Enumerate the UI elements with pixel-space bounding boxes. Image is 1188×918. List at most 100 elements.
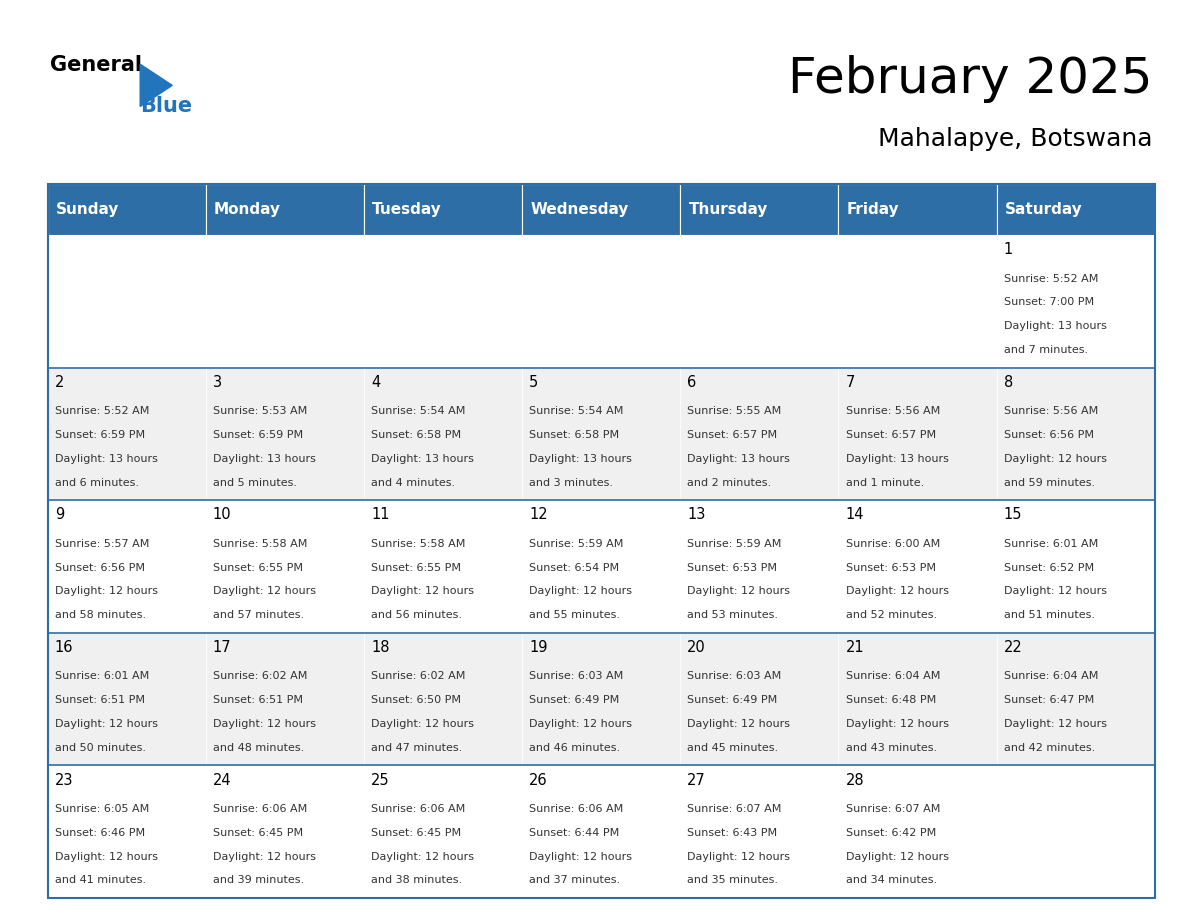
- Text: 12: 12: [529, 508, 548, 522]
- Text: Sunrise: 6:07 AM: Sunrise: 6:07 AM: [846, 804, 940, 813]
- Text: Sunset: 6:43 PM: Sunset: 6:43 PM: [688, 828, 777, 837]
- FancyBboxPatch shape: [997, 766, 1155, 898]
- Text: 19: 19: [529, 640, 548, 655]
- Text: 10: 10: [213, 508, 232, 522]
- FancyBboxPatch shape: [48, 184, 206, 235]
- FancyBboxPatch shape: [206, 235, 364, 367]
- Text: Sunrise: 5:57 AM: Sunrise: 5:57 AM: [55, 539, 148, 549]
- Text: Daylight: 12 hours: Daylight: 12 hours: [371, 852, 474, 861]
- Text: 8: 8: [1004, 375, 1013, 390]
- Text: 22: 22: [1004, 640, 1023, 655]
- Text: Sunrise: 5:54 AM: Sunrise: 5:54 AM: [371, 406, 466, 416]
- Text: Sunset: 6:56 PM: Sunset: 6:56 PM: [55, 563, 145, 573]
- Text: Sunset: 6:48 PM: Sunset: 6:48 PM: [846, 695, 936, 705]
- FancyBboxPatch shape: [364, 184, 522, 235]
- FancyBboxPatch shape: [206, 367, 364, 500]
- Text: and 43 minutes.: and 43 minutes.: [846, 743, 936, 753]
- Text: and 57 minutes.: and 57 minutes.: [213, 610, 304, 621]
- FancyBboxPatch shape: [364, 367, 522, 500]
- FancyBboxPatch shape: [997, 500, 1155, 633]
- Text: Friday: Friday: [847, 202, 899, 217]
- Text: Daylight: 12 hours: Daylight: 12 hours: [529, 719, 632, 729]
- Text: Sunrise: 5:52 AM: Sunrise: 5:52 AM: [55, 406, 148, 416]
- Text: Sunset: 6:50 PM: Sunset: 6:50 PM: [371, 695, 461, 705]
- FancyBboxPatch shape: [48, 500, 206, 633]
- Text: Sunrise: 5:52 AM: Sunrise: 5:52 AM: [1004, 274, 1098, 284]
- Text: Daylight: 12 hours: Daylight: 12 hours: [1004, 453, 1107, 464]
- Text: Sunrise: 5:58 AM: Sunrise: 5:58 AM: [371, 539, 466, 549]
- FancyBboxPatch shape: [522, 235, 681, 367]
- FancyBboxPatch shape: [997, 367, 1155, 500]
- Text: Sunset: 6:53 PM: Sunset: 6:53 PM: [846, 563, 935, 573]
- Text: Daylight: 12 hours: Daylight: 12 hours: [846, 587, 948, 597]
- Text: Sunrise: 5:54 AM: Sunrise: 5:54 AM: [529, 406, 624, 416]
- Text: Sunset: 6:54 PM: Sunset: 6:54 PM: [529, 563, 619, 573]
- FancyBboxPatch shape: [522, 184, 681, 235]
- Text: and 48 minutes.: and 48 minutes.: [213, 743, 304, 753]
- FancyBboxPatch shape: [206, 766, 364, 898]
- Text: 4: 4: [371, 375, 380, 390]
- Text: Sunset: 6:49 PM: Sunset: 6:49 PM: [688, 695, 778, 705]
- Text: and 37 minutes.: and 37 minutes.: [529, 876, 620, 885]
- Text: Sunrise: 6:01 AM: Sunrise: 6:01 AM: [1004, 539, 1098, 549]
- Text: 13: 13: [688, 508, 706, 522]
- Text: Sunrise: 5:56 AM: Sunrise: 5:56 AM: [1004, 406, 1098, 416]
- Text: Sunset: 6:45 PM: Sunset: 6:45 PM: [213, 828, 303, 837]
- FancyBboxPatch shape: [364, 500, 522, 633]
- Text: Sunrise: 6:02 AM: Sunrise: 6:02 AM: [371, 671, 466, 681]
- Text: 17: 17: [213, 640, 232, 655]
- FancyBboxPatch shape: [997, 184, 1155, 235]
- Text: Sunset: 6:59 PM: Sunset: 6:59 PM: [213, 430, 303, 440]
- Text: Sunset: 6:49 PM: Sunset: 6:49 PM: [529, 695, 619, 705]
- Text: 14: 14: [846, 508, 864, 522]
- FancyBboxPatch shape: [522, 766, 681, 898]
- Text: and 7 minutes.: and 7 minutes.: [1004, 345, 1088, 355]
- Text: and 45 minutes.: and 45 minutes.: [688, 743, 778, 753]
- Text: 16: 16: [55, 640, 74, 655]
- Text: Sunset: 6:57 PM: Sunset: 6:57 PM: [846, 430, 936, 440]
- FancyBboxPatch shape: [206, 500, 364, 633]
- Text: Sunset: 6:45 PM: Sunset: 6:45 PM: [371, 828, 461, 837]
- Text: Daylight: 12 hours: Daylight: 12 hours: [846, 719, 948, 729]
- FancyBboxPatch shape: [839, 766, 997, 898]
- Text: 7: 7: [846, 375, 855, 390]
- Text: Daylight: 12 hours: Daylight: 12 hours: [688, 719, 790, 729]
- Text: 1: 1: [1004, 242, 1013, 257]
- Text: Sunset: 6:58 PM: Sunset: 6:58 PM: [529, 430, 619, 440]
- Text: Sunrise: 5:56 AM: Sunrise: 5:56 AM: [846, 406, 940, 416]
- Text: 21: 21: [846, 640, 864, 655]
- Text: Sunset: 6:46 PM: Sunset: 6:46 PM: [55, 828, 145, 837]
- Text: and 34 minutes.: and 34 minutes.: [846, 876, 936, 885]
- Text: Sunset: 7:00 PM: Sunset: 7:00 PM: [1004, 297, 1094, 308]
- Text: 9: 9: [55, 508, 64, 522]
- Text: 18: 18: [371, 640, 390, 655]
- Text: Sunset: 6:44 PM: Sunset: 6:44 PM: [529, 828, 619, 837]
- FancyBboxPatch shape: [839, 500, 997, 633]
- Text: 2: 2: [55, 375, 64, 390]
- Text: 20: 20: [688, 640, 706, 655]
- Text: Thursday: Thursday: [689, 202, 767, 217]
- Text: Daylight: 12 hours: Daylight: 12 hours: [371, 719, 474, 729]
- Text: 15: 15: [1004, 508, 1022, 522]
- Text: Sunrise: 6:03 AM: Sunrise: 6:03 AM: [688, 671, 782, 681]
- Text: Monday: Monday: [214, 202, 282, 217]
- Text: Sunrise: 6:03 AM: Sunrise: 6:03 AM: [529, 671, 624, 681]
- Polygon shape: [140, 64, 172, 106]
- Text: Daylight: 12 hours: Daylight: 12 hours: [213, 587, 316, 597]
- Text: and 42 minutes.: and 42 minutes.: [1004, 743, 1095, 753]
- FancyBboxPatch shape: [839, 235, 997, 367]
- Text: and 38 minutes.: and 38 minutes.: [371, 876, 462, 885]
- Text: Sunset: 6:56 PM: Sunset: 6:56 PM: [1004, 430, 1094, 440]
- Text: Sunset: 6:42 PM: Sunset: 6:42 PM: [846, 828, 936, 837]
- Text: and 59 minutes.: and 59 minutes.: [1004, 477, 1095, 487]
- Text: Sunset: 6:47 PM: Sunset: 6:47 PM: [1004, 695, 1094, 705]
- Text: Sunset: 6:52 PM: Sunset: 6:52 PM: [1004, 563, 1094, 573]
- Text: 24: 24: [213, 773, 232, 788]
- FancyBboxPatch shape: [997, 633, 1155, 766]
- Text: Blue: Blue: [140, 96, 192, 117]
- Text: and 51 minutes.: and 51 minutes.: [1004, 610, 1094, 621]
- Text: Daylight: 12 hours: Daylight: 12 hours: [1004, 719, 1107, 729]
- Text: Daylight: 12 hours: Daylight: 12 hours: [371, 587, 474, 597]
- FancyBboxPatch shape: [681, 633, 839, 766]
- Text: Sunrise: 5:55 AM: Sunrise: 5:55 AM: [688, 406, 782, 416]
